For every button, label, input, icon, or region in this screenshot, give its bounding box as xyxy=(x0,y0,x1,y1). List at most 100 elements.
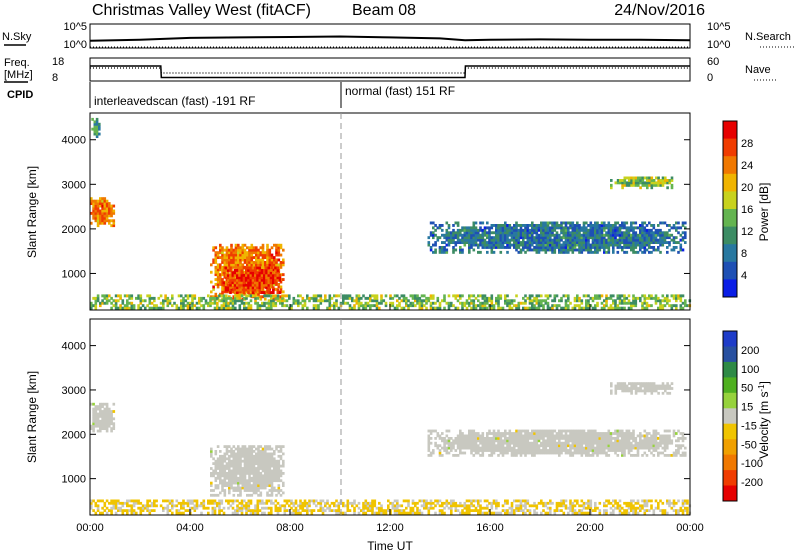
heatmap-cell xyxy=(560,444,563,447)
heatmap-cell xyxy=(583,447,586,450)
heatmap-cell xyxy=(412,294,415,297)
heatmap-cell xyxy=(239,487,242,490)
heatmap-cell xyxy=(520,244,523,247)
heatmap-cell xyxy=(646,229,649,232)
heatmap-cell xyxy=(682,439,685,442)
heatmap-cell xyxy=(282,492,285,495)
heatmap-cell xyxy=(236,500,239,503)
heatmap-cell xyxy=(578,430,581,433)
heatmap-cell xyxy=(218,500,221,503)
heatmap-cell xyxy=(542,224,545,227)
heatmap-cell xyxy=(95,214,98,217)
heatmap-cell xyxy=(632,447,635,450)
heatmap-cell xyxy=(430,432,433,435)
heatmap-cell xyxy=(648,432,651,435)
heatmap-cell xyxy=(547,239,550,242)
heatmap-cell xyxy=(556,307,559,310)
heatmap-cell xyxy=(96,118,99,121)
heatmap-cell xyxy=(655,302,658,305)
heatmap-cell xyxy=(169,509,172,512)
heatmap-cell xyxy=(477,432,480,435)
heatmap-cell xyxy=(574,304,577,307)
heatmap-cell xyxy=(218,307,221,310)
heatmap-cell xyxy=(646,302,649,305)
heatmap-cell xyxy=(650,444,653,447)
heatmap-cell xyxy=(673,236,676,239)
heatmap-cell xyxy=(635,437,638,440)
heatmap-cell xyxy=(572,454,575,457)
heatmap-cell xyxy=(644,294,647,297)
heatmap-cell xyxy=(619,449,622,452)
heatmap-cell xyxy=(659,439,662,442)
heatmap-cell xyxy=(275,474,278,477)
heatmap-cell xyxy=(668,442,671,445)
heatmap-cell xyxy=(587,442,590,445)
heatmap-cell xyxy=(641,234,644,237)
heatmap-cell xyxy=(601,294,604,297)
heatmap-cell xyxy=(596,224,599,227)
heatmap-cell xyxy=(248,450,251,453)
heatmap-cell xyxy=(95,422,98,425)
heatmap-cell xyxy=(497,302,500,305)
heatmap-cell xyxy=(452,224,455,227)
heatmap-cell xyxy=(565,229,568,232)
heatmap-cell xyxy=(470,430,473,433)
heatmap-cell xyxy=(461,239,464,242)
heatmap-cell xyxy=(149,294,152,297)
heatmap-cell xyxy=(628,226,631,229)
heatmap-cell xyxy=(176,504,179,507)
heatmap-cell xyxy=(493,304,496,307)
heatmap-cell xyxy=(475,435,478,438)
heatmap-cell xyxy=(224,470,227,473)
heatmap-cell xyxy=(245,507,248,510)
heatmap-cell xyxy=(569,234,572,237)
heatmap-cell xyxy=(574,449,577,452)
heatmap-cell xyxy=(556,444,559,447)
heatmap-cell xyxy=(590,222,593,225)
heatmap-cell xyxy=(280,448,283,451)
heatmap-cell xyxy=(210,484,213,487)
heatmap-cell xyxy=(556,294,559,297)
heatmap-cell xyxy=(437,297,440,300)
heatmap-cell xyxy=(524,447,527,450)
heatmap-cell xyxy=(257,462,260,465)
heatmap-cell xyxy=(601,447,604,450)
heatmap-cell xyxy=(633,385,636,388)
heatmap-cell xyxy=(641,229,644,232)
heatmap-cell xyxy=(99,500,102,503)
heatmap-cell xyxy=(664,439,667,442)
heatmap-cell xyxy=(331,304,334,307)
heatmap-cell xyxy=(210,494,213,497)
heatmap-cell xyxy=(644,222,647,225)
heatmap-cell xyxy=(288,297,291,300)
heatmap-cell xyxy=(610,179,613,182)
heatmap-cell xyxy=(108,214,111,217)
heatmap-cell xyxy=(520,430,523,433)
heatmap-cell xyxy=(565,299,568,302)
heatmap-cell xyxy=(160,504,163,507)
heatmap-cell xyxy=(425,297,428,300)
heatmap-cell xyxy=(619,239,622,242)
heatmap-cell xyxy=(596,294,599,297)
heatmap-cell xyxy=(275,472,278,475)
heatmap-cell xyxy=(533,249,536,252)
heatmap-cell xyxy=(113,417,116,420)
heatmap-cell xyxy=(659,222,662,225)
heatmap-cell xyxy=(270,507,273,510)
heatmap-cell xyxy=(155,304,158,307)
heatmap-cell xyxy=(677,447,680,450)
heatmap-cell xyxy=(221,489,224,492)
heatmap-cell xyxy=(428,444,431,447)
nsky-line xyxy=(90,37,690,41)
heatmap-cell xyxy=(256,274,259,277)
heatmap-cell xyxy=(441,432,444,435)
heatmap-cell xyxy=(439,246,442,249)
heatmap-cell xyxy=(450,449,453,452)
heatmap-cell xyxy=(253,479,256,482)
heatmap-cell xyxy=(137,500,140,503)
heatmap-cell xyxy=(475,234,478,237)
heatmap-cell xyxy=(94,125,97,128)
heatmap-cell xyxy=(520,224,523,227)
heatmap-cell xyxy=(446,222,449,225)
heatmap-cell xyxy=(200,504,203,507)
